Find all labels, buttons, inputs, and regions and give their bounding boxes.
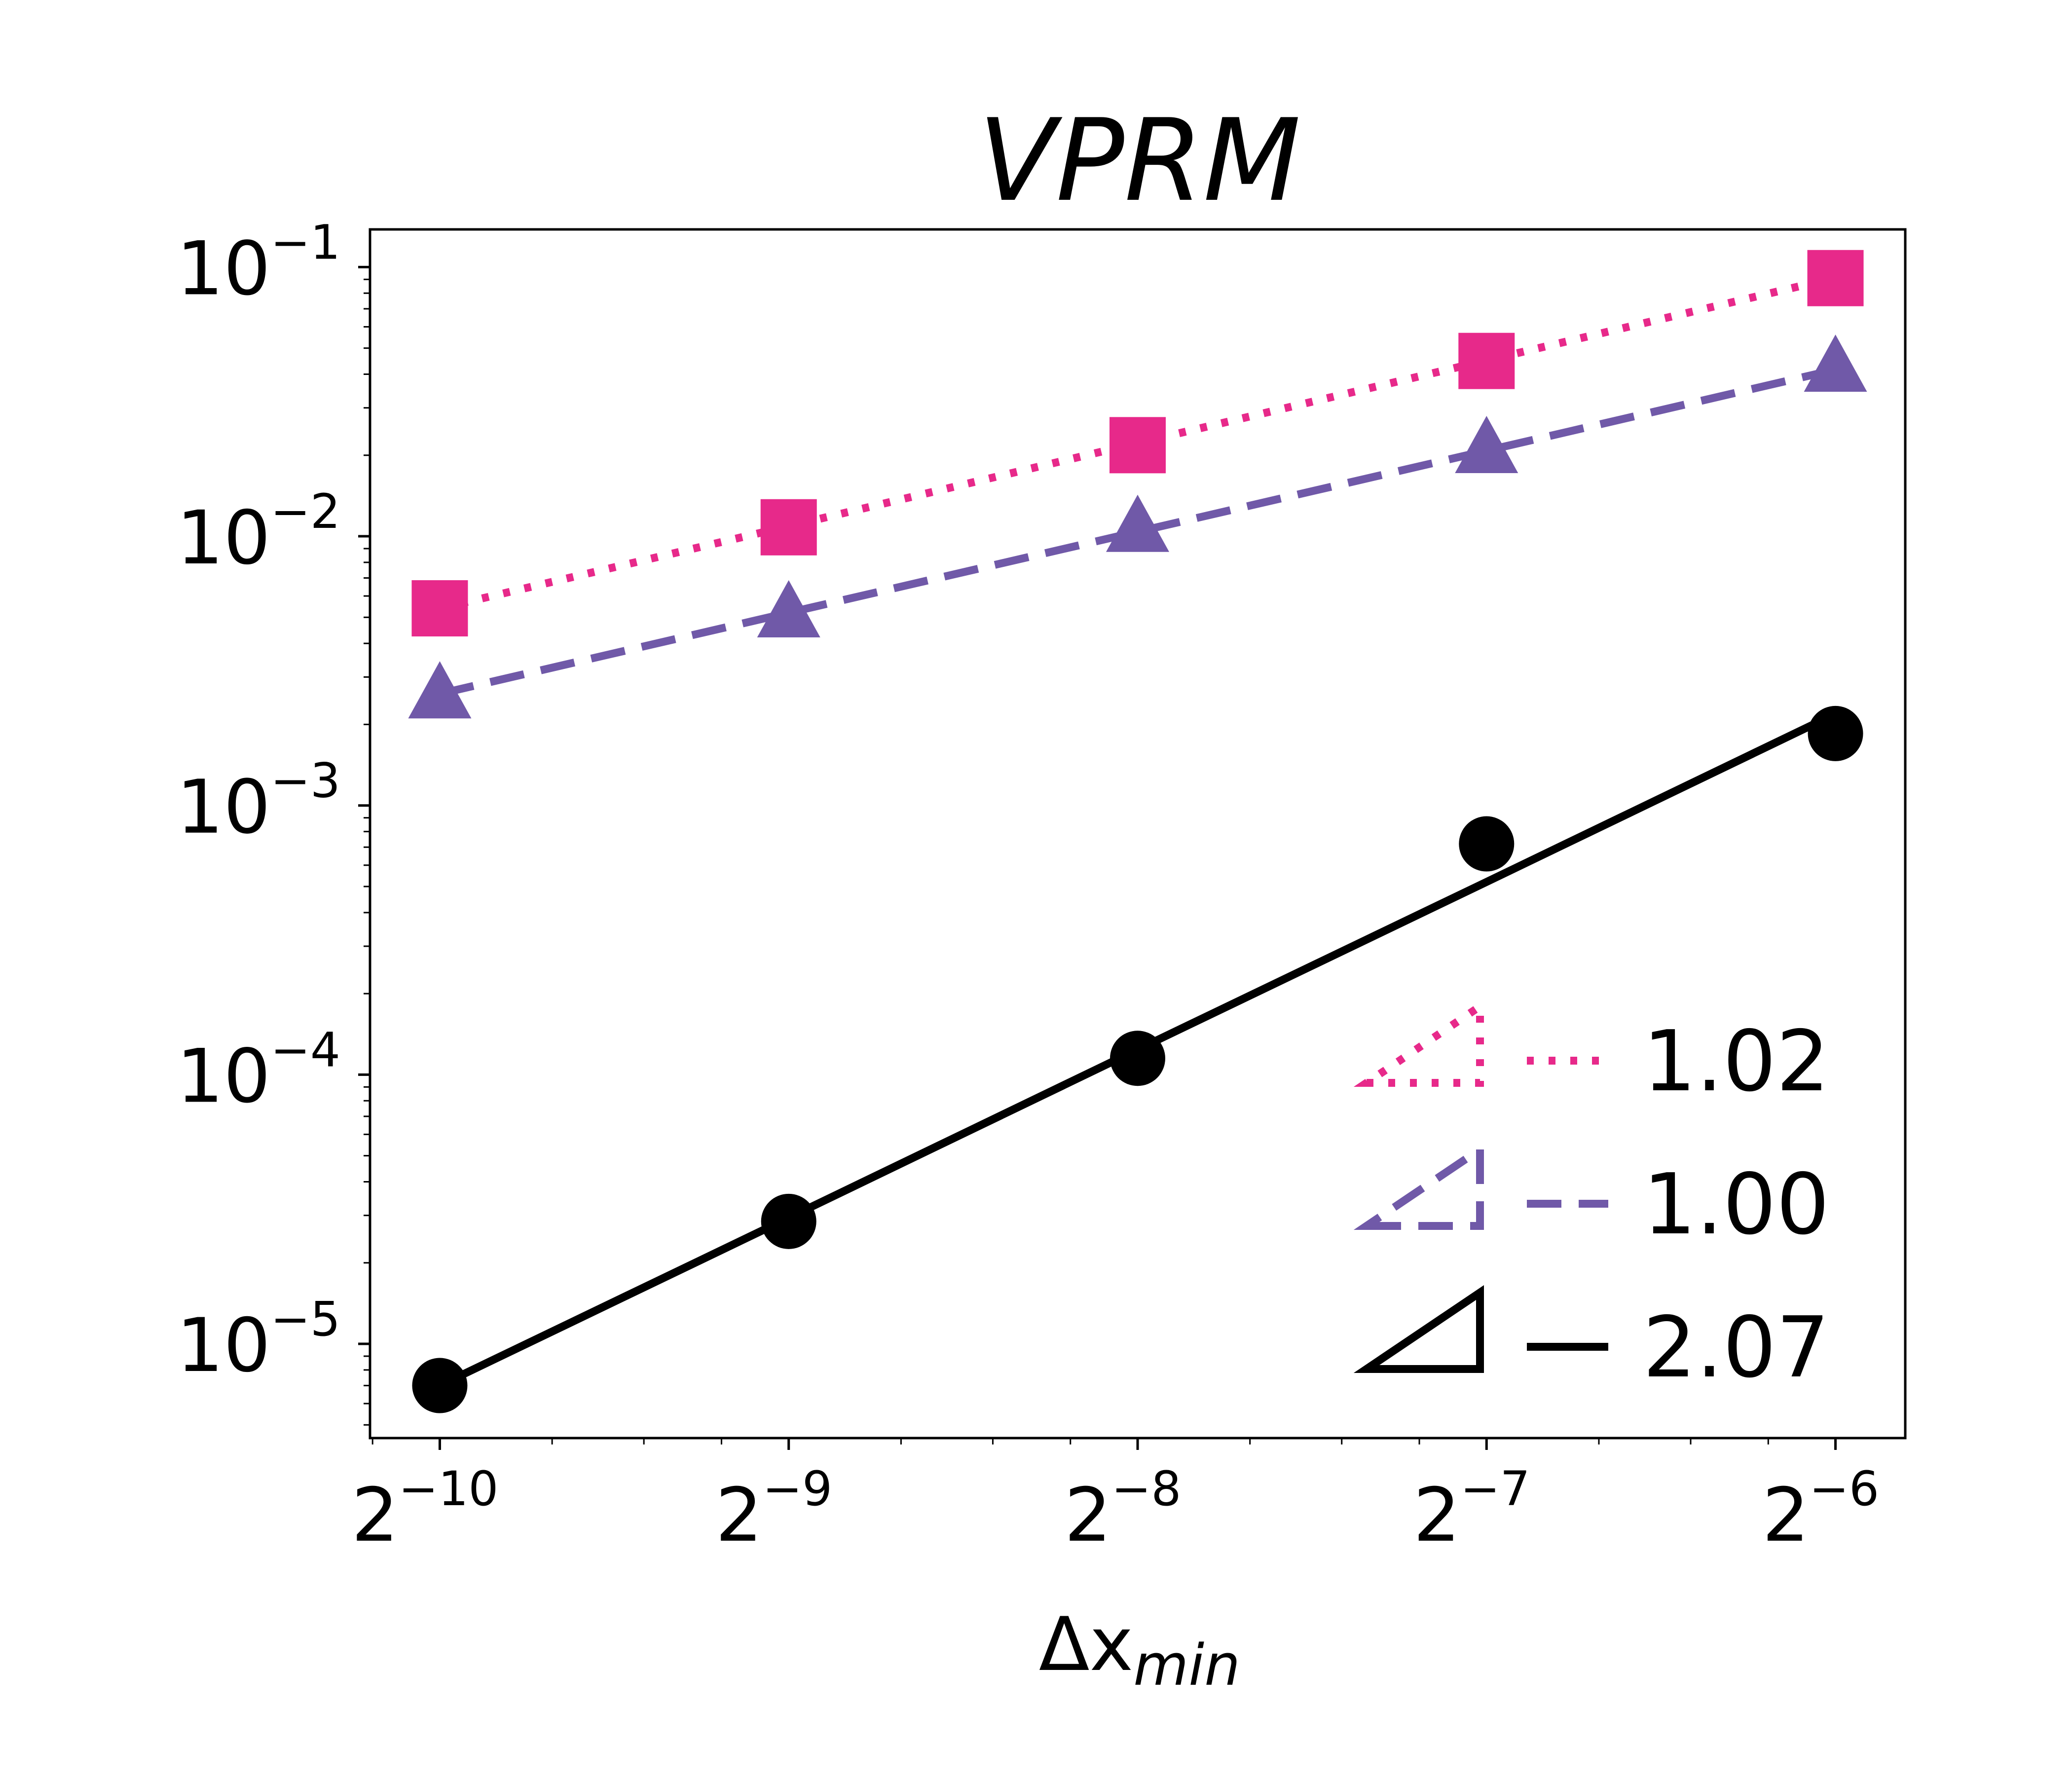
chart-title: VPRM <box>978 95 1301 227</box>
slope-triangle-icon <box>1353 1285 1484 1373</box>
plot-area <box>408 250 1867 1413</box>
x-tick-label-exponent: −10 <box>399 1461 499 1517</box>
x-tick-label-exponent: −6 <box>1810 1461 1880 1517</box>
x-tick-label: 2−6 <box>1762 1461 1879 1558</box>
data-point-square <box>760 499 817 555</box>
x-axis-label-sub: min <box>1133 1632 1240 1699</box>
y-tick-label-exponent: −1 <box>270 215 340 270</box>
x-axis-label-main: Δx <box>1039 1602 1133 1688</box>
y-tick-label: 10−5 <box>177 1292 340 1389</box>
x-tick-label: 2−7 <box>1413 1461 1530 1558</box>
x-tick-label-base: 2 <box>351 1473 398 1558</box>
series-pink-squares <box>411 250 1864 637</box>
y-tick-label-base: 10 <box>177 765 271 851</box>
y-tick-label: 10−4 <box>177 1022 340 1119</box>
fit-line-purple-triangles <box>439 366 1837 698</box>
data-point-triangle <box>1804 334 1867 392</box>
y-tick-label: 10−2 <box>177 484 340 581</box>
series-purple-triangles <box>408 334 1867 719</box>
legend-label: 1.00 <box>1643 1156 1830 1254</box>
y-tick-label-base: 10 <box>177 495 271 581</box>
legend: 1.02 1.00 2.07 <box>1353 999 1830 1397</box>
x-axis-label: Δxmin <box>1039 1602 1240 1699</box>
data-point-circle <box>1110 1031 1165 1086</box>
x-tick-label-exponent: −9 <box>763 1461 833 1517</box>
x-tick-label: 2−10 <box>351 1461 498 1558</box>
data-point-square <box>1807 250 1864 306</box>
x-tick-label-base: 2 <box>1065 1473 1111 1558</box>
data-point-triangle <box>408 661 472 719</box>
x-tick-label-base: 2 <box>1413 1473 1460 1558</box>
data-point-triangle <box>757 580 820 638</box>
y-tick-label-exponent: −2 <box>270 484 340 539</box>
x-tick-label: 2−9 <box>715 1461 832 1558</box>
x-tick-label-exponent: −8 <box>1111 1461 1182 1517</box>
slope-triangle-icon <box>1353 999 1484 1087</box>
y-tick-label-base: 10 <box>177 1034 271 1119</box>
data-point-triangle <box>1455 415 1518 473</box>
x-tick-label-base: 2 <box>1762 1473 1809 1558</box>
data-point-circle <box>761 1193 816 1249</box>
x-axis: 2−10 2−9 2−8 2−7 2−6 <box>351 1438 1879 1558</box>
x-tick-label: 2−8 <box>1065 1461 1182 1558</box>
y-tick-label-base: 10 <box>177 226 271 312</box>
data-point-triangle <box>1106 494 1169 552</box>
y-tick-label-exponent: −3 <box>270 753 340 809</box>
slope-triangle-icon <box>1353 1142 1484 1230</box>
data-point-circle <box>1808 705 1863 761</box>
data-point-square <box>1110 417 1166 474</box>
x-tick-label-base: 2 <box>715 1473 762 1558</box>
y-tick-label: 10−1 <box>177 215 340 312</box>
legend-entry: 2.07 <box>1353 1285 1830 1397</box>
y-tick-label: 10−3 <box>177 753 340 851</box>
x-tick-label-exponent: −7 <box>1460 1461 1530 1517</box>
y-tick-label-exponent: −5 <box>270 1292 340 1347</box>
series-black-circles <box>412 705 1863 1413</box>
y-tick-label-base: 10 <box>177 1303 271 1389</box>
y-tick-label-exponent: −4 <box>270 1022 340 1077</box>
legend-label: 2.07 <box>1643 1299 1830 1397</box>
data-point-circle <box>1459 816 1515 872</box>
data-point-square <box>1458 333 1515 389</box>
data-point-square <box>411 580 468 637</box>
legend-entry: 1.00 <box>1353 1142 1830 1254</box>
legend-label: 1.02 <box>1643 1013 1830 1110</box>
legend-entry: 1.02 <box>1353 999 1830 1110</box>
y-axis: 10−110−210−310−410−5 <box>177 215 370 1426</box>
data-point-circle <box>412 1358 468 1413</box>
